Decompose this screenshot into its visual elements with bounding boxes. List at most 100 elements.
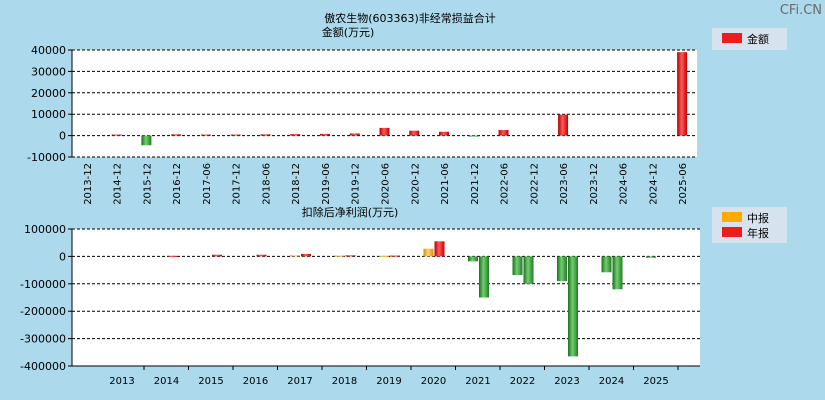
bottom-x-tick-label: 2024 — [599, 376, 624, 387]
bottom-bar-annual — [345, 255, 356, 257]
top-legend: 金额 — [712, 28, 787, 50]
bottom-x-tick-label: 2015 — [198, 376, 223, 387]
bottom-x-tick-label: 2025 — [643, 376, 668, 387]
top-x-tick-label: 2025-06 — [678, 163, 689, 205]
top-x-tick-label: 2022-12 — [529, 163, 540, 205]
top-bar — [230, 134, 241, 136]
top-x-tick-label: 2020-12 — [410, 163, 421, 205]
bottom-bar-annual — [256, 254, 267, 257]
bottom-x-tick-label: 2016 — [243, 376, 268, 387]
legend-label-interim: 中报 — [747, 211, 769, 225]
top-y-tick-label: 30000 — [31, 65, 66, 78]
top-plot-area — [72, 50, 697, 157]
bottom-bar-annual — [167, 255, 178, 257]
legend-swatch-interim — [722, 212, 742, 222]
bottom-x-tick-label: 2023 — [554, 376, 579, 387]
bottom-bar-interim — [468, 256, 478, 262]
bottom-bar-annual — [390, 255, 400, 257]
top-y-tick-label: 40000 — [31, 44, 66, 57]
top-x-tick-label: 2024-12 — [648, 163, 659, 205]
bottom-x-tick-label: 2021 — [465, 376, 490, 387]
bottom-chart: 扣除后净利润(万元) 100000 0 -100000 -200000 -300000 -… — [20, 205, 787, 387]
top-y-tick-label: -10000 — [27, 151, 66, 164]
top-x-tick-label: 2022-06 — [500, 163, 511, 205]
bottom-y-tick-label: -300000 — [20, 333, 66, 346]
bottom-bar-annual — [568, 256, 578, 357]
bottom-y-tick-label: -100000 — [20, 278, 66, 291]
top-chart-title: 傲农生物(603363)非经常损益合计 — [324, 11, 496, 25]
top-x-tick-label: 2018-12 — [291, 163, 302, 205]
bottom-chart-title: 扣除后净利润(万元) — [302, 205, 399, 219]
top-legend-label: 金额 — [747, 32, 769, 46]
bottom-bar-annual — [434, 241, 445, 257]
top-bar — [439, 131, 450, 136]
bottom-y-tick-label: -200000 — [20, 305, 66, 318]
top-x-tick-label: 2021-06 — [440, 163, 451, 205]
top-bar — [319, 133, 330, 136]
bottom-bar-interim — [601, 256, 612, 273]
bottom-bar-interim — [646, 256, 656, 258]
top-bar — [468, 135, 479, 137]
bottom-y-tick-label: -400000 — [20, 360, 66, 373]
top-y-tick-label: 20000 — [31, 87, 66, 100]
top-bars — [111, 52, 688, 146]
top-bar — [171, 134, 182, 136]
bottom-bar-annual — [612, 256, 623, 290]
top-x-tick-label: 2015-12 — [142, 163, 153, 205]
bottom-x-tick-label: 2014 — [154, 376, 179, 387]
top-y-tick-label: 10000 — [31, 108, 66, 121]
bottom-x-axis: 2013 2014 2015 2016 2017 2018 2019 2020 2021 2022… — [109, 366, 679, 387]
top-chart: 傲农生物(603363)非经常损益合计 金额(万元) 40000 30000 200… — [27, 11, 787, 205]
bottom-bar-interim — [557, 256, 567, 282]
top-x-tick-label: 2023-06 — [559, 163, 570, 205]
bottom-bar-annual — [479, 256, 489, 298]
bottom-bar-annual — [212, 254, 222, 257]
bottom-bar-interim — [334, 255, 345, 257]
top-chart-subtitle: 金额(万元) — [322, 25, 375, 39]
top-x-tick-label: 2017-12 — [232, 163, 243, 205]
bottom-x-tick-label: 2022 — [510, 376, 535, 387]
top-y-axis: 40000 30000 20000 10000 0 -10000 — [27, 44, 72, 164]
bottom-bar-annual — [301, 253, 311, 257]
top-bar — [379, 127, 390, 136]
top-bar — [141, 135, 152, 146]
top-x-tick-label: 2023-12 — [589, 163, 600, 205]
top-bar — [498, 130, 509, 136]
top-x-tick-label: 2020-06 — [381, 163, 392, 205]
bottom-x-tick-label: 2018 — [332, 376, 357, 387]
top-x-tick-label: 2019-12 — [351, 163, 362, 205]
top-legend-swatch — [722, 33, 742, 43]
legend-label-annual: 年报 — [747, 226, 769, 240]
bottom-plot-area — [72, 229, 700, 366]
top-x-tick-label: 2019-06 — [321, 163, 332, 205]
bottom-x-tick-label: 2017 — [287, 376, 312, 387]
top-bar — [260, 134, 271, 136]
top-x-tick-label: 2024-06 — [619, 163, 630, 205]
bottom-y-tick-label: 0 — [59, 250, 66, 263]
bottom-bars — [167, 241, 656, 357]
top-x-tick-label: 2018-06 — [261, 163, 272, 205]
bottom-y-axis: 100000 0 -100000 -200000 -300000 -400000 — [20, 223, 72, 373]
top-bar — [558, 114, 569, 136]
top-bar — [409, 130, 420, 136]
top-bar — [677, 52, 688, 136]
top-x-tick-label: 2021-12 — [470, 163, 481, 205]
top-gridlines — [72, 49, 697, 158]
top-x-tick-label: 2017-06 — [202, 163, 213, 205]
legend-swatch-annual — [722, 227, 742, 237]
bottom-x-tick-label: 2019 — [376, 376, 401, 387]
top-x-axis: 2013-12 2014-12 2015-12 2016-12 2017-06 2017-… — [83, 163, 689, 205]
bottom-bar-interim — [290, 255, 300, 257]
top-bar — [290, 134, 301, 136]
bottom-x-tick-label: 2020 — [421, 376, 446, 387]
bottom-bar-interim — [379, 255, 389, 257]
top-y-tick-label: 0 — [59, 130, 66, 143]
bottom-x-tick-label: 2013 — [109, 376, 134, 387]
watermark: CFi.CN — [780, 3, 822, 18]
bottom-bar-interim — [512, 256, 523, 276]
top-bar — [349, 133, 360, 136]
bottom-bar-annual — [523, 256, 534, 284]
bottom-legend: 中报 年报 — [712, 207, 787, 243]
top-x-tick-label: 2013-12 — [83, 163, 94, 205]
